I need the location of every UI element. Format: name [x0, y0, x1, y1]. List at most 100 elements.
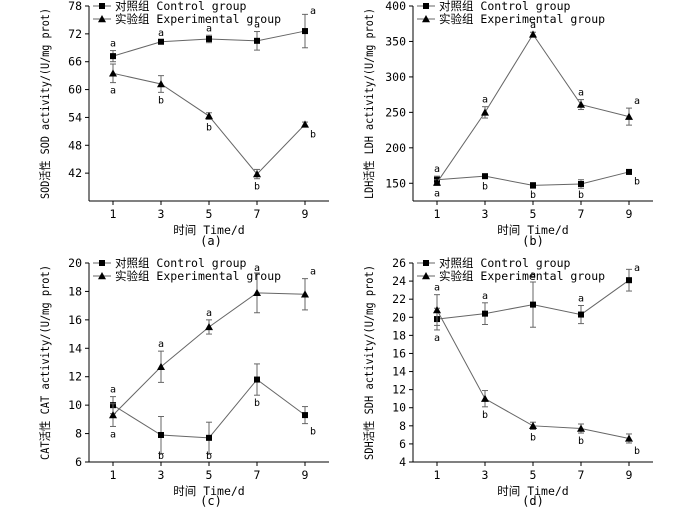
significance-label: a — [530, 20, 536, 31]
significance-label: a — [482, 291, 488, 302]
series-line — [436, 309, 630, 439]
x-tick-label: 3 — [158, 468, 165, 482]
data-point-square — [626, 277, 632, 284]
legend-marker-triangle — [422, 15, 430, 23]
data-point-square — [482, 173, 488, 180]
y-tick-label: 6 — [75, 455, 82, 469]
y-tick-label: 20 — [68, 256, 82, 270]
y-tick-label: 60 — [68, 83, 82, 97]
legend-marker-square — [423, 260, 429, 266]
significance-label: a — [634, 263, 640, 274]
x-tick-label: 3 — [482, 468, 489, 482]
y-tick-label: 22 — [392, 292, 406, 306]
x-tick-label: 7 — [254, 207, 261, 221]
significance-label: a — [482, 95, 488, 106]
data-point-triangle — [253, 170, 261, 178]
significance-label: b — [530, 432, 536, 443]
y-tick-label: 4 — [399, 455, 406, 469]
y-tick-label: 400 — [385, 0, 406, 13]
y-tick-label: 14 — [392, 365, 406, 379]
x-tick-label: 9 — [626, 207, 633, 221]
data-point-triangle — [301, 120, 309, 128]
y-tick-label: 78 — [68, 0, 82, 13]
y-axis-label: SOD活性 SOD activity/(U/mg prot) — [38, 8, 52, 199]
data-point-square — [302, 412, 308, 419]
significance-label: a — [254, 263, 260, 274]
x-tick-label: 1 — [110, 468, 117, 482]
data-point-square — [110, 53, 116, 60]
y-tick-label: 300 — [385, 70, 406, 84]
y-tick-label: 16 — [68, 313, 82, 327]
data-point-square — [578, 311, 584, 318]
significance-label: b — [634, 446, 640, 457]
y-tick-label: 150 — [385, 176, 406, 190]
y-tick-label: 10 — [68, 398, 82, 412]
significance-label: a — [310, 6, 316, 17]
x-tick-label: 5 — [206, 468, 213, 482]
significance-label: a — [578, 294, 584, 305]
x-tick-label: 1 — [110, 207, 117, 221]
x-axis-label: 时间 Time/d — [173, 223, 244, 237]
significance-label: a — [110, 39, 116, 50]
panel-caption: (c) — [200, 494, 222, 508]
significance-label: b — [254, 398, 260, 409]
data-point-triangle — [301, 290, 309, 298]
legend-marker-triangle — [422, 272, 430, 280]
series-experimental — [433, 30, 633, 186]
data-point-triangle — [577, 100, 585, 108]
y-tick-label: 54 — [68, 110, 82, 124]
series-experimental — [109, 63, 309, 180]
significance-label: a — [206, 23, 212, 34]
y-axis-label: CAT活性 CAT activity/(U/mg prot) — [38, 265, 52, 460]
legend-label: 实验组 Experimental group — [439, 12, 605, 26]
data-point-square — [206, 434, 212, 441]
data-point-triangle — [157, 362, 165, 370]
y-tick-label: 18 — [392, 328, 406, 342]
data-point-square — [254, 37, 260, 44]
significance-label: a — [434, 283, 440, 294]
data-point-square — [626, 168, 632, 175]
data-point-triangle — [253, 288, 261, 297]
legend-label: 实验组 Experimental group — [115, 12, 281, 26]
data-point-triangle — [109, 69, 117, 77]
x-tick-label: 3 — [158, 207, 165, 221]
x-tick-label: 9 — [626, 468, 633, 482]
significance-label: a — [158, 28, 164, 39]
y-tick-label: 350 — [385, 34, 406, 48]
legend-label: 对照组 Control group — [439, 0, 571, 13]
data-point-square — [530, 182, 536, 189]
y-tick-label: 16 — [392, 346, 406, 360]
significance-label: b — [206, 122, 212, 133]
chart-panel-4: 4 6 8 10 12 14 16 18 20 22 24 26 1 3 5 7 9 时间 Time/d SDH活性… — [362, 256, 653, 508]
data-point-triangle — [625, 434, 633, 442]
legend-label: 对照组 Control group — [115, 256, 247, 270]
significance-label: a — [206, 308, 212, 319]
x-tick-label: 7 — [254, 468, 261, 482]
data-point-triangle — [433, 306, 441, 314]
significance-label: a — [578, 88, 584, 99]
data-point-triangle — [529, 30, 537, 38]
data-point-triangle — [433, 178, 441, 186]
panel-caption: (b) — [522, 234, 544, 248]
y-tick-label: 8 — [399, 419, 406, 433]
data-point-square — [158, 431, 164, 438]
significance-label: b — [578, 190, 584, 201]
significance-label: a — [110, 429, 116, 440]
x-axis-label: 时间 Time/d — [497, 223, 568, 237]
significance-label: b — [310, 130, 316, 141]
data-point-triangle — [625, 112, 633, 120]
y-tick-label: 12 — [392, 383, 406, 397]
significance-label: a — [530, 270, 536, 281]
series-experimental — [109, 272, 309, 427]
significance-label: b — [482, 410, 488, 421]
series-control — [110, 13, 308, 63]
x-tick-label: 9 — [302, 207, 309, 221]
y-tick-label: 72 — [68, 27, 82, 41]
data-point-triangle — [577, 424, 585, 432]
chart-panel-1: 42 48 54 60 66 72 78 1 3 5 7 9 时间 Time/d SOD活性 SOD ac… — [38, 0, 329, 248]
significance-label: a — [434, 333, 440, 344]
data-point-triangle — [529, 421, 537, 430]
significance-label: b — [634, 176, 640, 187]
data-point-square — [302, 28, 308, 35]
